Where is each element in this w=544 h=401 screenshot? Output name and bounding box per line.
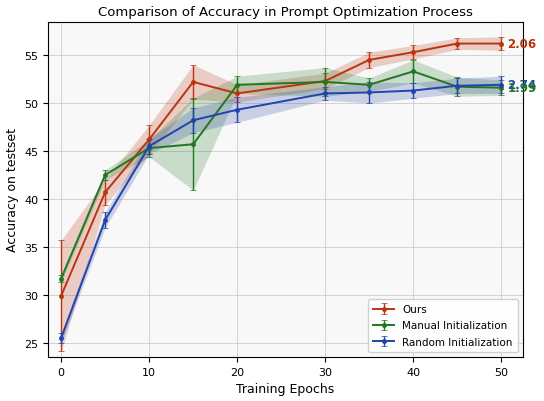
Y-axis label: Accuracy on testset: Accuracy on testset — [5, 128, 18, 252]
Title: Comparison of Accuracy in Prompt Optimization Process: Comparison of Accuracy in Prompt Optimiz… — [98, 6, 473, 18]
Text: 1.99: 1.99 — [508, 82, 536, 95]
Text: 2.74: 2.74 — [508, 79, 536, 92]
X-axis label: Training Epochs: Training Epochs — [237, 383, 335, 395]
Legend: Ours, Manual Initialization, Random Initialization: Ours, Manual Initialization, Random Init… — [368, 299, 518, 352]
Text: 2.06: 2.06 — [508, 38, 536, 51]
